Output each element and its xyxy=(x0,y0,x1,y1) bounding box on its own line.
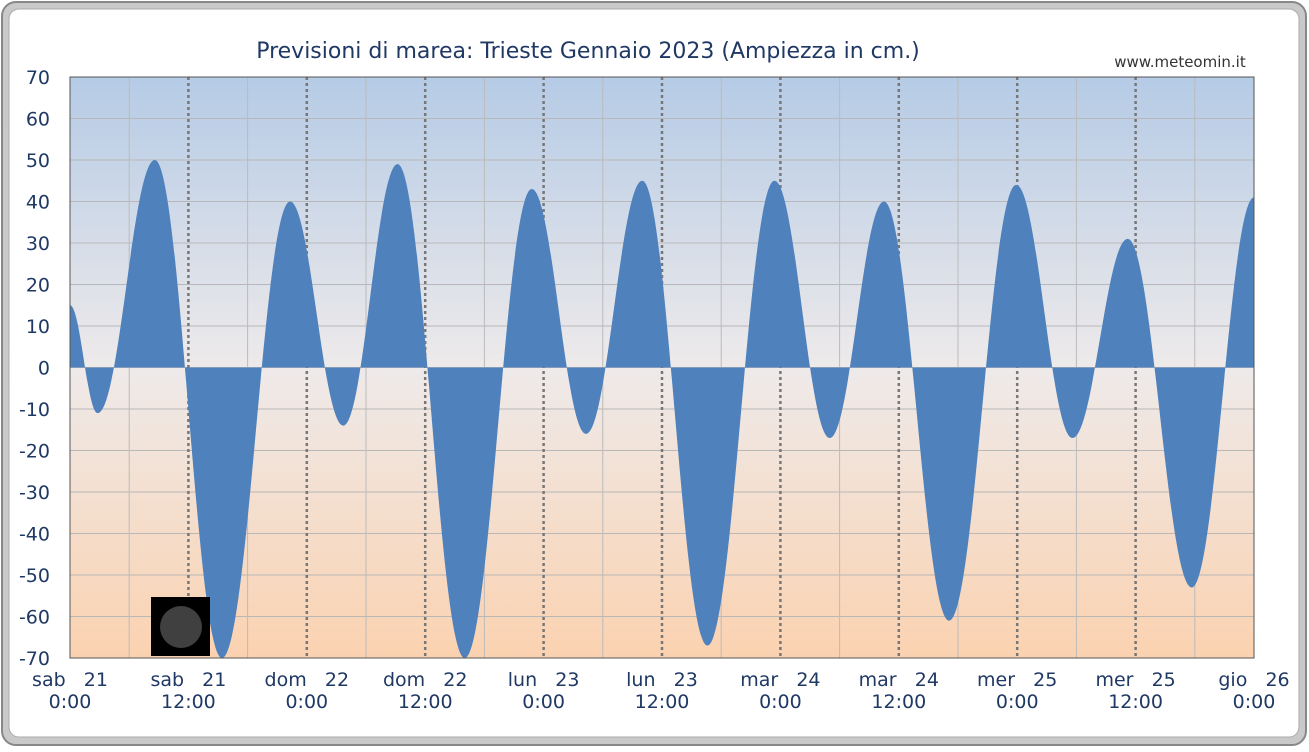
chart-title: Previsioni di marea: Trieste Gennaio 202… xyxy=(256,39,920,64)
y-tick-label: 50 xyxy=(26,150,50,172)
x-tick-label: lun 23 xyxy=(626,669,698,691)
x-tick-sublabel: 12:00 xyxy=(161,691,216,713)
y-tick-label: -40 xyxy=(19,524,50,546)
x-tick-sublabel: 12:00 xyxy=(398,691,453,713)
y-tick-label: -50 xyxy=(19,565,50,587)
y-tick-label: 60 xyxy=(26,109,50,131)
x-tick-label: mer 25 xyxy=(977,669,1057,691)
x-tick-sublabel: 0:00 xyxy=(1233,691,1276,713)
tide-area xyxy=(70,160,1254,658)
y-tick-label: 0 xyxy=(38,358,50,380)
x-tick-label: dom 22 xyxy=(265,669,350,691)
moon-phase xyxy=(160,606,202,648)
x-tick-sublabel: 0:00 xyxy=(285,691,328,713)
x-tick-label: gio 26 xyxy=(1218,669,1289,691)
x-tick-sublabel: 0:00 xyxy=(996,691,1039,713)
x-tick-label: dom 22 xyxy=(383,669,468,691)
y-tick-label: -30 xyxy=(19,482,50,504)
y-tick-label: 40 xyxy=(26,192,50,214)
x-tick-sublabel: 12:00 xyxy=(635,691,690,713)
x-tick-sublabel: 12:00 xyxy=(1108,691,1163,713)
x-tick-label: lun 23 xyxy=(508,669,580,691)
y-tick-label: 20 xyxy=(26,275,50,297)
x-tick-label: mar 24 xyxy=(859,669,939,691)
x-tick-label: sab 21 xyxy=(150,669,226,691)
x-tick-sublabel: 12:00 xyxy=(871,691,926,713)
x-tick-sublabel: 0:00 xyxy=(522,691,565,713)
y-tick-label: 30 xyxy=(26,233,50,255)
y-tick-label: -60 xyxy=(19,607,50,629)
x-tick-label: mer 25 xyxy=(1095,669,1175,691)
x-tick-sublabel: 0:00 xyxy=(759,691,802,713)
source: www.meteomin.it xyxy=(1114,53,1246,71)
plot-border xyxy=(69,76,1255,659)
y-tick-label: -10 xyxy=(19,399,50,421)
y-tick-label: 10 xyxy=(26,316,50,338)
x-tick-sublabel: 0:00 xyxy=(49,691,92,713)
x-tick-label: mar 24 xyxy=(740,669,820,691)
y-tick-label: -20 xyxy=(19,441,50,463)
x-tick-label: sab 21 xyxy=(32,669,108,691)
y-tick-label: 70 xyxy=(26,67,50,89)
y-tick-label: -70 xyxy=(19,648,50,670)
